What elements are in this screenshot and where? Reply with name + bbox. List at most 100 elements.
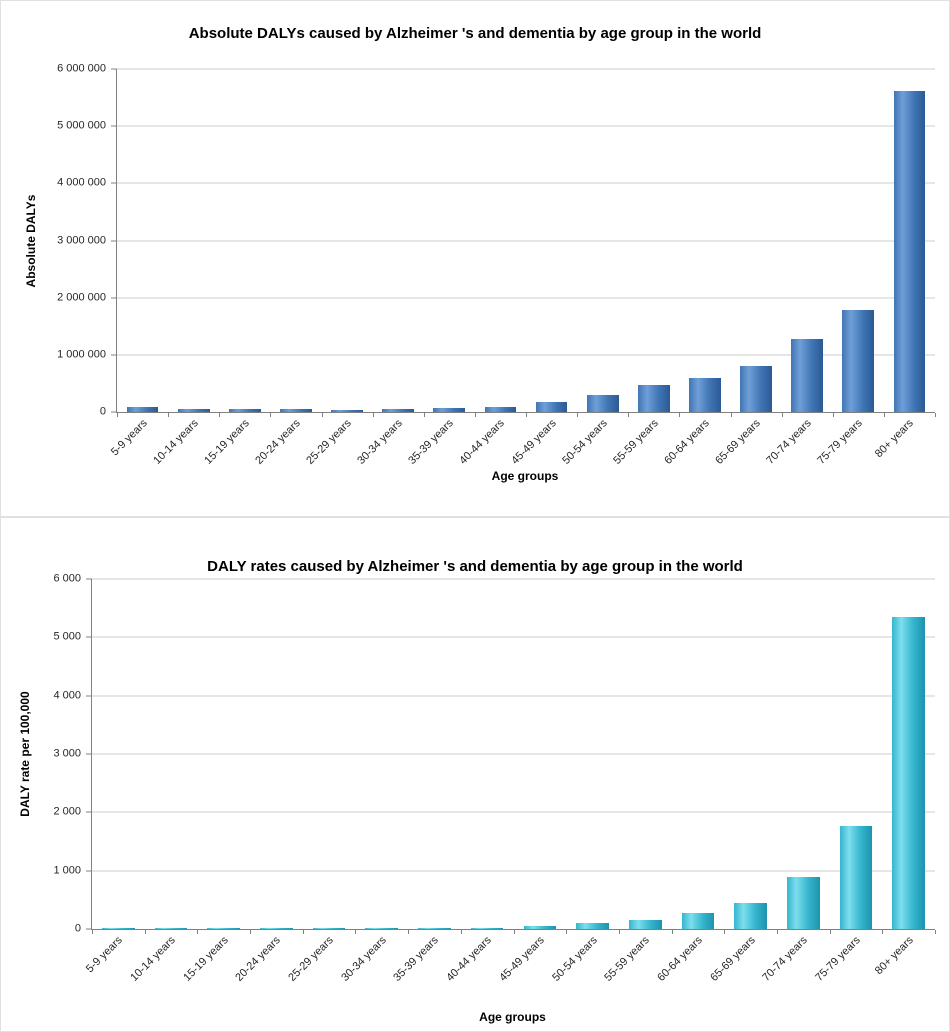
bar bbox=[484, 406, 517, 412]
y-tick-mark bbox=[111, 354, 117, 356]
x-tick-mark bbox=[219, 413, 221, 417]
bar-slot bbox=[782, 69, 833, 412]
y-tick-label: 4 000 bbox=[53, 689, 81, 702]
bar bbox=[740, 366, 772, 412]
bar-slot bbox=[168, 69, 219, 412]
y-tick-label: 1 000 bbox=[53, 864, 81, 877]
y-tick-mark bbox=[86, 753, 92, 755]
x-tick-mark bbox=[302, 930, 304, 934]
x-tick-mark bbox=[250, 930, 252, 934]
x-tick-mark bbox=[671, 930, 673, 934]
y-tick-mark bbox=[111, 240, 117, 241]
y-tick-mark bbox=[86, 811, 92, 813]
x-tick-mark bbox=[423, 413, 425, 417]
bar-slot bbox=[619, 579, 672, 929]
x-tick-mark bbox=[513, 930, 515, 934]
bar bbox=[576, 923, 609, 929]
daly-rates-chart: DALY rates caused by Alzheimer 's and de… bbox=[0, 517, 950, 1032]
y-tick-mark bbox=[111, 411, 117, 413]
bar-slot bbox=[724, 579, 777, 929]
bar bbox=[382, 409, 415, 412]
x-tick-mark bbox=[935, 413, 936, 417]
x-tick-mark bbox=[577, 413, 579, 417]
bar-series bbox=[92, 579, 935, 929]
bar-slot bbox=[830, 579, 883, 929]
x-axis-tick-labels: 5-9 years 10-14 years 15-19 years 20-24 yea… bbox=[84, 933, 934, 1011]
x-tick-mark bbox=[724, 930, 726, 934]
plot-area bbox=[111, 68, 936, 417]
gridline bbox=[92, 578, 935, 580]
bar bbox=[312, 928, 346, 929]
x-tick-mark bbox=[566, 930, 568, 934]
x-tick-mark bbox=[730, 413, 732, 417]
bar bbox=[586, 394, 619, 412]
x-tick-mark bbox=[321, 413, 323, 417]
bar-slot bbox=[628, 69, 679, 412]
y-tick-label: 6 000 bbox=[53, 572, 81, 585]
y-tick-mark bbox=[111, 125, 117, 127]
x-tick-mark bbox=[355, 930, 357, 934]
gridline bbox=[92, 753, 935, 755]
x-tick-mark bbox=[679, 413, 681, 417]
bar-slot bbox=[424, 69, 475, 412]
x-axis-title: Age groups bbox=[479, 1010, 546, 1024]
y-tick-label: 2 000 000 bbox=[57, 291, 106, 304]
bar-slot bbox=[884, 69, 935, 412]
gridline bbox=[92, 636, 935, 638]
bar bbox=[365, 928, 399, 929]
x-tick-mark bbox=[92, 930, 93, 934]
bar bbox=[791, 339, 824, 412]
y-tick-mark bbox=[86, 870, 92, 872]
bar bbox=[628, 919, 662, 929]
bar bbox=[535, 401, 568, 412]
bar bbox=[892, 616, 925, 929]
gridline bbox=[117, 182, 935, 184]
bar bbox=[228, 408, 261, 412]
x-tick-mark bbox=[408, 930, 410, 934]
x-axis-title: Age groups bbox=[491, 469, 559, 483]
bar-slot bbox=[197, 579, 250, 929]
bar-slot bbox=[514, 579, 567, 929]
bar bbox=[689, 377, 721, 412]
x-tick-mark bbox=[168, 413, 170, 417]
plot-area bbox=[86, 578, 936, 934]
y-tick-mark bbox=[111, 68, 117, 70]
bar-slot bbox=[145, 579, 198, 929]
gridline bbox=[117, 297, 935, 299]
chart-title: Absolute DALYs caused by Alzheimer 's an… bbox=[188, 25, 762, 43]
bar-slot bbox=[461, 579, 514, 929]
bar bbox=[523, 926, 557, 929]
bar-slot bbox=[833, 69, 884, 412]
gridlines bbox=[111, 68, 936, 417]
gridline bbox=[117, 354, 935, 356]
x-tick-mark bbox=[882, 930, 884, 934]
x-tick-mark bbox=[618, 930, 620, 934]
x-tick-mark bbox=[270, 413, 272, 417]
bar-slot bbox=[577, 69, 628, 412]
y-tick-label: 0 bbox=[99, 405, 106, 418]
bar-slot bbox=[373, 69, 424, 412]
x-tick-mark bbox=[197, 930, 199, 934]
bar-slot bbox=[92, 579, 145, 929]
y-tick-label: 3 000 000 bbox=[57, 234, 106, 246]
gridline bbox=[92, 695, 935, 697]
y-axis-tick-labels: 0 1 000 2 000 3 000 4 000 5 000 6 000 bbox=[1, 573, 81, 934]
bar-slot bbox=[408, 579, 461, 929]
bar-slot bbox=[731, 69, 782, 412]
absolute-dalys-chart: Absolute DALYs caused by Alzheimer 's an… bbox=[0, 0, 950, 517]
x-tick-mark bbox=[144, 930, 146, 934]
y-tick-mark bbox=[111, 297, 117, 299]
y-tick-label: 2 000 bbox=[53, 805, 81, 818]
bar bbox=[418, 928, 451, 929]
bar bbox=[433, 408, 466, 412]
y-tick-label: 6 000 000 bbox=[57, 62, 106, 75]
gridline bbox=[117, 240, 935, 241]
bar bbox=[207, 928, 241, 929]
bar-slot bbox=[117, 69, 168, 412]
bar bbox=[126, 407, 159, 412]
bar-series bbox=[117, 69, 935, 412]
x-tick-mark bbox=[628, 413, 630, 417]
x-tick-mark bbox=[776, 930, 778, 934]
bar-slot bbox=[777, 579, 830, 929]
